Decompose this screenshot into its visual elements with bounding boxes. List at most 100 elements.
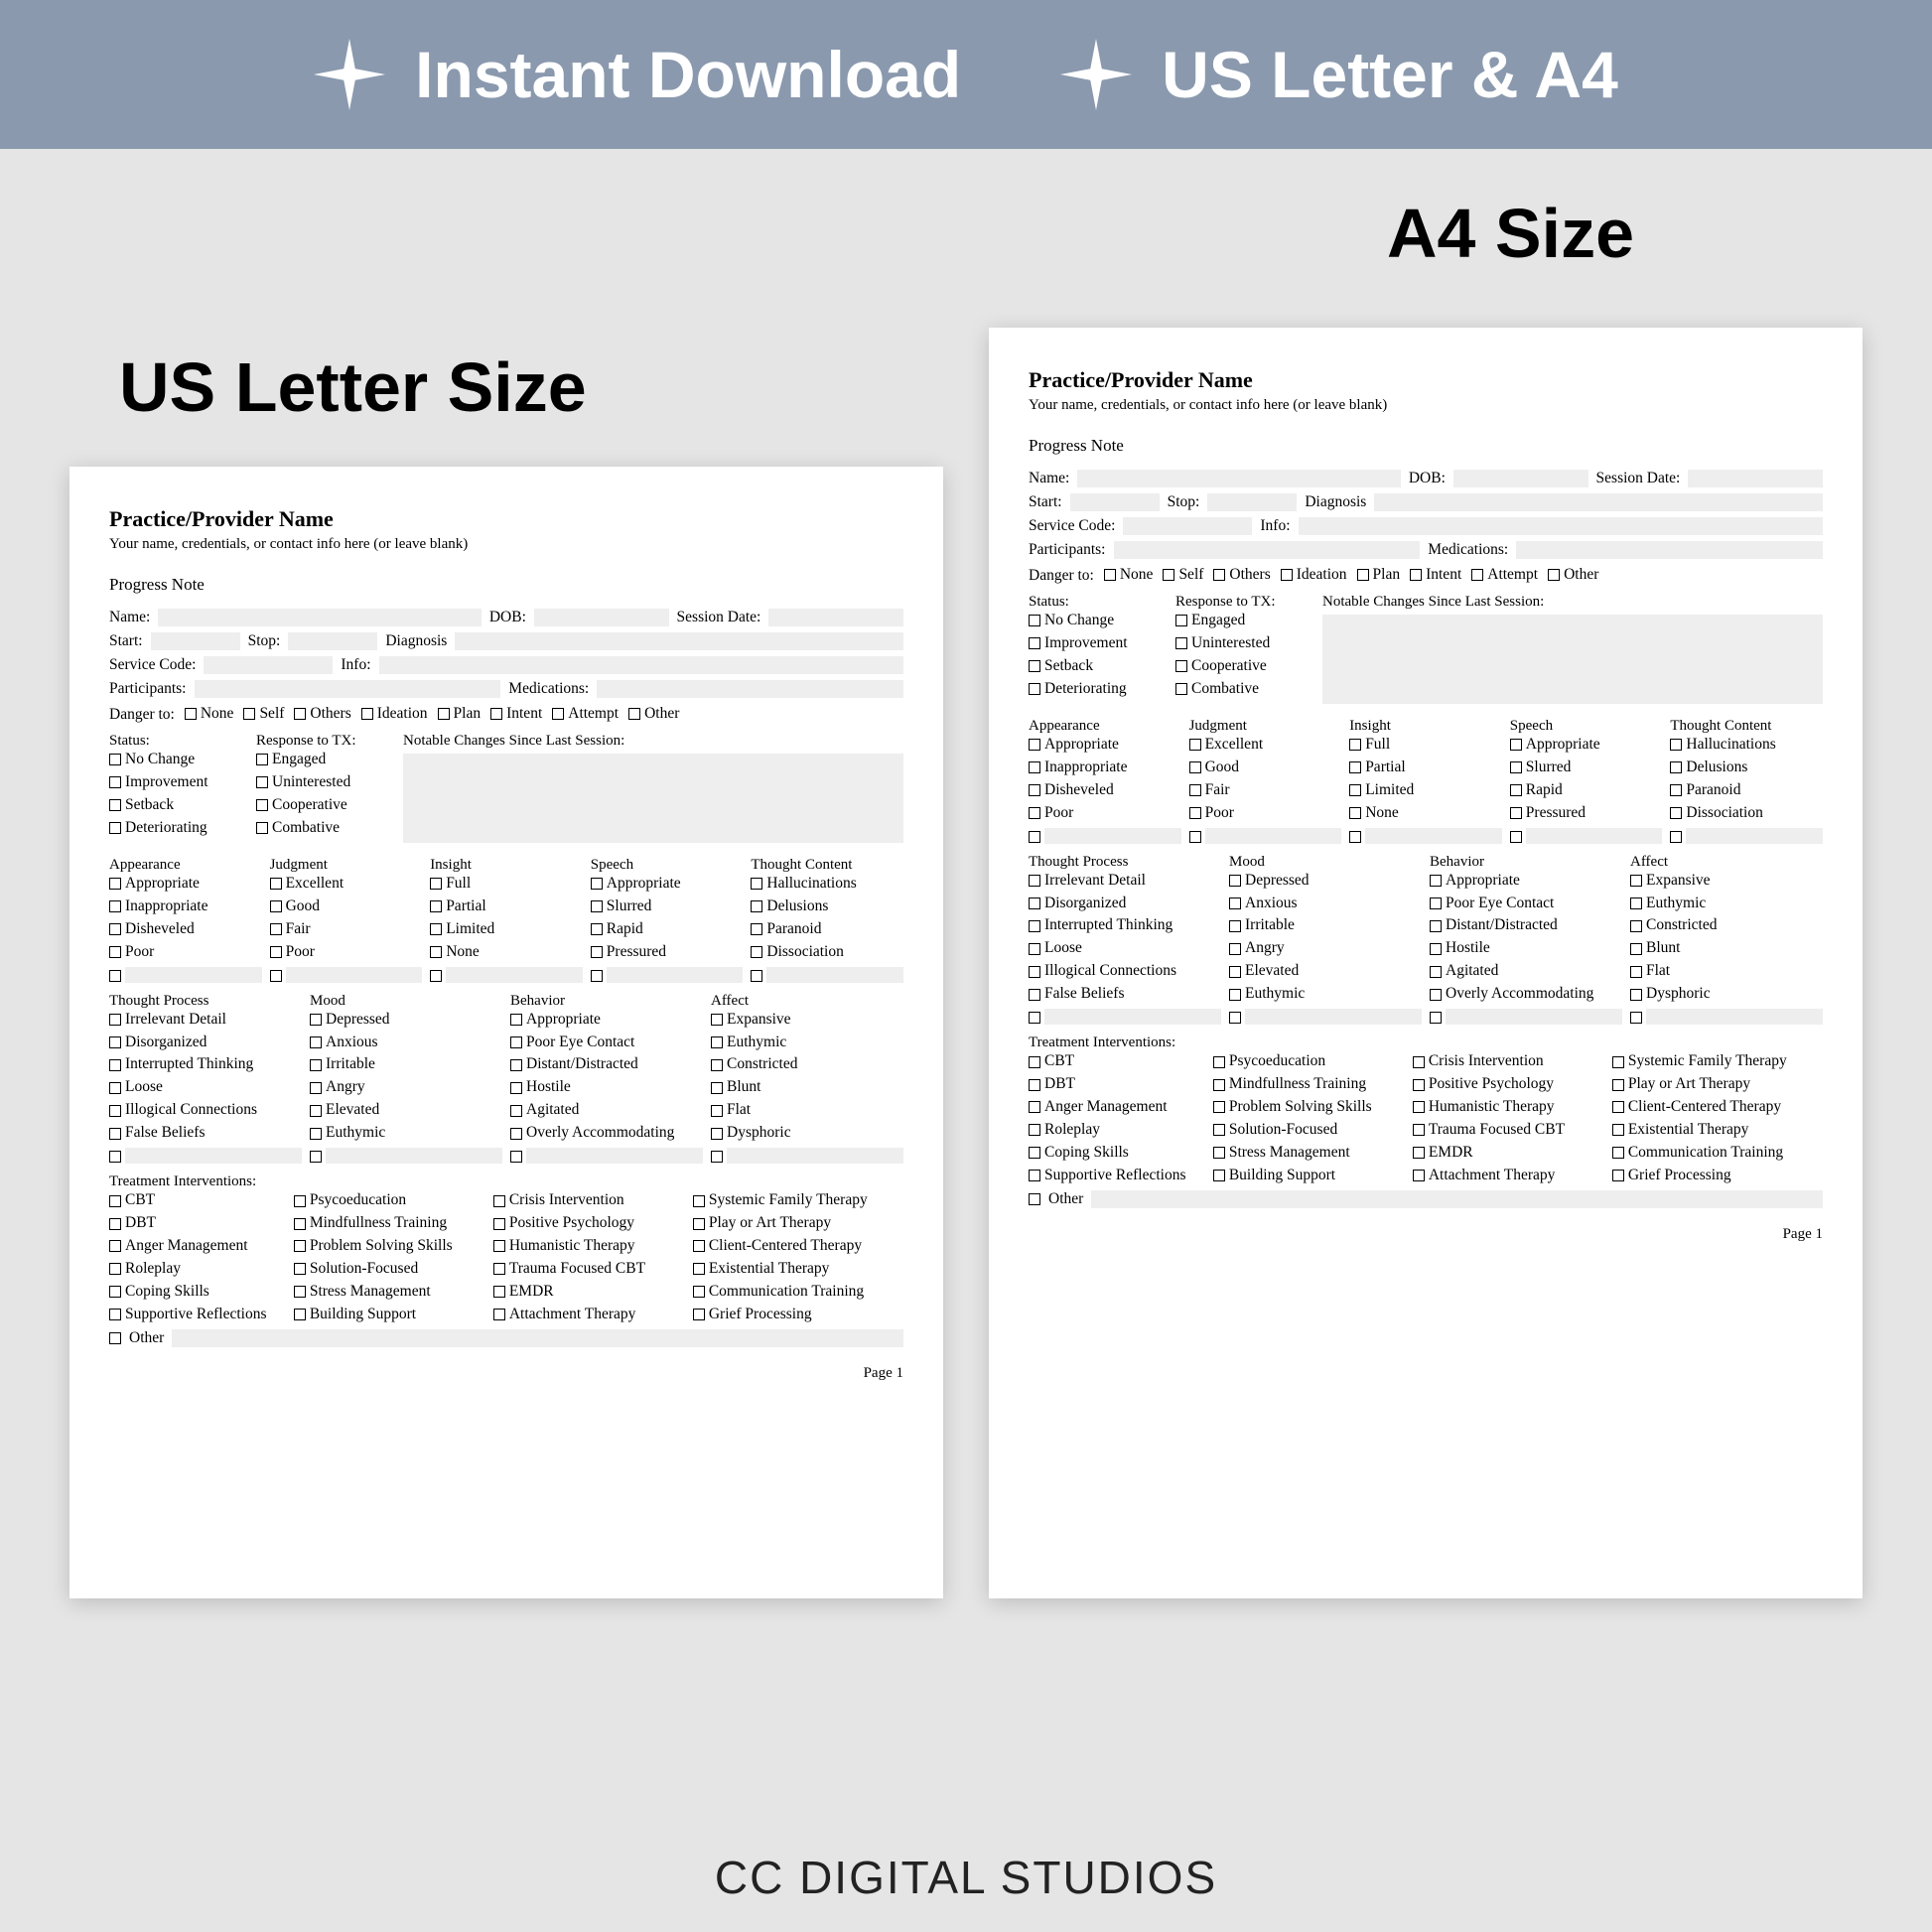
checkbox-item[interactable]: Systemic Family Therapy [1612,1051,1823,1072]
checkbox-item[interactable]: Appropriate [1029,735,1181,756]
checkbox-item[interactable]: Intent [1410,565,1461,586]
checkbox-item[interactable]: Attachment Therapy [1413,1166,1608,1186]
checkbox-item[interactable]: Positive Psychology [493,1213,689,1234]
checkbox-item[interactable]: Building Support [294,1305,489,1325]
checkbox-item[interactable]: Problem Solving Skills [294,1236,489,1257]
checkbox-item[interactable]: Engaged [1175,611,1314,631]
checkbox-item[interactable]: Loose [1029,938,1221,959]
checkbox-item[interactable]: Deteriorating [109,818,248,839]
checkbox-item[interactable]: Good [1189,758,1342,778]
write-in-field[interactable] [1205,828,1342,844]
checkbox-item[interactable]: Crisis Intervention [1413,1051,1608,1072]
field-start[interactable] [1070,493,1160,511]
checkbox-item[interactable]: DBT [109,1213,290,1234]
checkbox-item[interactable]: Illogical Connections [1029,961,1221,982]
checkbox-item[interactable]: Combative [1175,679,1314,700]
checkbox-item[interactable]: Engaged [256,750,395,770]
checkbox-item[interactable]: Constricted [711,1054,903,1075]
checkbox-item[interactable]: Agitated [510,1100,703,1121]
checkbox-item[interactable]: None [1349,803,1502,824]
checkbox-item[interactable]: DBT [1029,1074,1209,1095]
checkbox-item[interactable]: Cooperative [1175,656,1314,677]
checkbox-item[interactable]: Constricted [1630,915,1823,936]
checkbox-item[interactable]: Irritable [310,1054,502,1075]
checkbox-item[interactable]: Psycoeducation [1213,1051,1409,1072]
checkbox-item[interactable]: Hallucinations [1670,735,1823,756]
write-in-field[interactable] [607,967,744,983]
write-in-field[interactable] [1446,1009,1622,1025]
checkbox-item[interactable]: Combative [256,818,395,839]
checkbox-item[interactable]: Solution-Focused [294,1259,489,1280]
checkbox-icon[interactable] [310,1151,322,1163]
field-other[interactable] [1091,1190,1823,1208]
checkbox-item[interactable]: Mindfullness Training [1213,1074,1409,1095]
checkbox-item[interactable]: Others [294,704,350,725]
checkbox-item[interactable]: Plan [438,704,482,725]
field-diagnosis[interactable] [455,632,903,650]
checkbox-item[interactable]: Grief Processing [693,1305,903,1325]
checkbox-item[interactable]: Systemic Family Therapy [693,1190,903,1211]
checkbox-item[interactable]: Angry [1229,938,1422,959]
checkbox-icon[interactable] [109,1332,121,1344]
write-in-field[interactable] [326,1148,502,1164]
checkbox-item[interactable]: Loose [109,1077,302,1098]
checkbox-item[interactable]: Irritable [1229,915,1422,936]
checkbox-icon[interactable] [1029,1012,1040,1024]
field-medications[interactable] [1516,541,1823,559]
field-medications[interactable] [597,680,903,698]
checkbox-item[interactable]: Euthymic [1229,984,1422,1005]
checkbox-item[interactable]: Humanistic Therapy [1413,1097,1608,1118]
checkbox-icon[interactable] [1670,831,1682,843]
checkbox-icon[interactable] [1630,1012,1642,1024]
checkbox-item[interactable]: Cooperative [256,795,395,816]
checkbox-item[interactable]: Partial [430,897,583,917]
field-stop[interactable] [288,632,377,650]
checkbox-icon[interactable] [1229,1012,1241,1024]
checkbox-item[interactable]: Others [1213,565,1270,586]
checkbox-item[interactable]: Expansive [711,1010,903,1031]
checkbox-item[interactable]: Client-Centered Therapy [693,1236,903,1257]
write-in-field[interactable] [1044,828,1181,844]
checkbox-item[interactable]: Other [1548,565,1598,586]
checkbox-item[interactable]: Anxious [310,1033,502,1053]
checkbox-item[interactable]: Excellent [1189,735,1342,756]
checkbox-item[interactable]: Anxious [1229,894,1422,914]
field-participants[interactable] [195,680,501,698]
write-in-field[interactable] [727,1148,903,1164]
checkbox-item[interactable]: Rapid [591,919,744,940]
checkbox-item[interactable]: None [430,942,583,963]
checkbox-item[interactable]: Trauma Focused CBT [493,1259,689,1280]
checkbox-item[interactable]: Attachment Therapy [493,1305,689,1325]
write-in-field[interactable] [1646,1009,1823,1025]
checkbox-item[interactable]: Distant/Distracted [1430,915,1622,936]
checkbox-item[interactable]: Full [1349,735,1502,756]
checkbox-item[interactable]: Attempt [1471,565,1538,586]
checkbox-item[interactable]: Dysphoric [711,1123,903,1144]
checkbox-item[interactable]: Disorganized [109,1033,302,1053]
checkbox-item[interactable]: Limited [430,919,583,940]
field-start[interactable] [151,632,240,650]
checkbox-icon[interactable] [1510,831,1522,843]
checkbox-item[interactable]: Existential Therapy [1612,1120,1823,1141]
checkbox-item[interactable]: Elevated [310,1100,502,1121]
checkbox-item[interactable]: Appropriate [109,874,262,895]
checkbox-item[interactable]: Poor [1029,803,1181,824]
checkbox-item[interactable]: Interrupted Thinking [1029,915,1221,936]
checkbox-item[interactable]: Self [1163,565,1203,586]
field-info[interactable] [1299,517,1823,535]
checkbox-item[interactable]: Dysphoric [1630,984,1823,1005]
checkbox-item[interactable]: Irrelevant Detail [109,1010,302,1031]
checkbox-item[interactable]: Good [270,897,423,917]
checkbox-item[interactable]: Irrelevant Detail [1029,871,1221,892]
checkbox-icon[interactable] [591,970,603,982]
checkbox-item[interactable]: Poor Eye Contact [510,1033,703,1053]
checkbox-item[interactable]: Poor [1189,803,1342,824]
checkbox-item[interactable]: Blunt [1630,938,1823,959]
checkbox-icon[interactable] [109,1151,121,1163]
checkbox-item[interactable]: Slurred [591,897,744,917]
checkbox-icon[interactable] [1349,831,1361,843]
write-in-field[interactable] [1526,828,1663,844]
checkbox-item[interactable]: Paranoid [751,919,903,940]
checkbox-item[interactable]: Agitated [1430,961,1622,982]
checkbox-item[interactable]: Overly Accommodating [1430,984,1622,1005]
